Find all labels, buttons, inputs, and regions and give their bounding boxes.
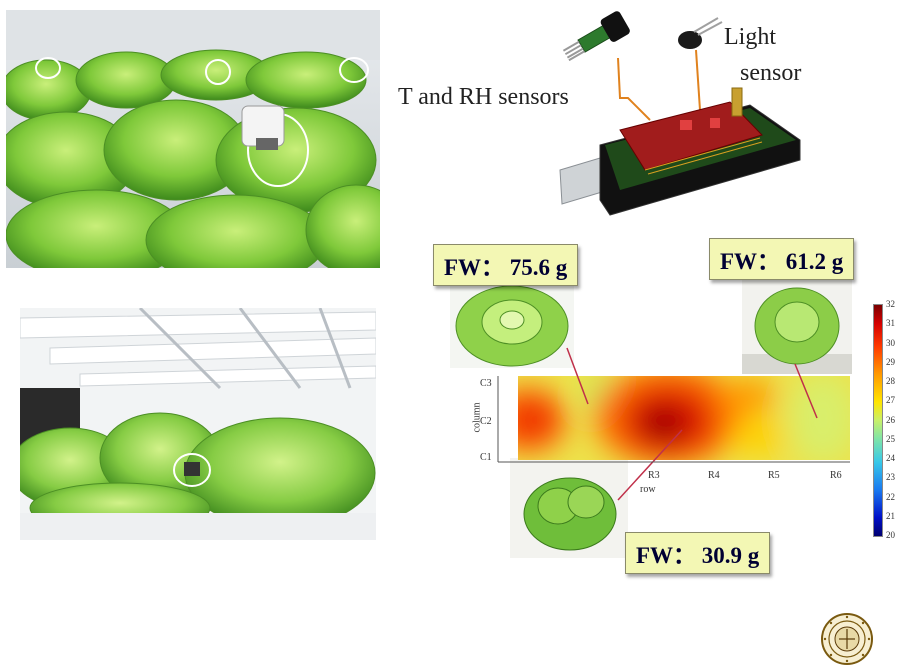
fw-callout-3: FW： 30.9 g (625, 532, 771, 574)
light-sensor-label-line1: Light (724, 24, 776, 50)
heatmap (518, 376, 850, 460)
x-tick-r4: R4 (708, 470, 720, 481)
colorbar-tick-30: 30 (886, 337, 895, 348)
lettuce-head-photo-2 (742, 280, 852, 374)
colorbar-tick-20: 20 (886, 530, 895, 540)
lettuce-head-photo-1 (450, 282, 574, 368)
colorbar-tick-29: 29 (886, 356, 895, 367)
x-axis-label: row (640, 484, 656, 495)
colorbar-tick-26: 26 (886, 414, 895, 425)
lettuce-photo-bottom (20, 308, 376, 540)
sensor-board-illustration (550, 10, 810, 235)
colorbar-tick-22: 22 (886, 491, 895, 502)
lettuce-head-photo-3 (510, 458, 628, 558)
x-tick-r5: R5 (768, 470, 780, 481)
colorbar-tick-28: 28 (886, 376, 895, 386)
colorbar (873, 304, 883, 537)
x-tick-r6: R6 (830, 470, 842, 481)
fw-callout-2: FW： 61.2 g (709, 238, 855, 280)
lettuce-photo-top (6, 10, 380, 268)
colorbar-tick-25: 25 (886, 433, 895, 444)
y-tick-c1: C1 (480, 452, 492, 463)
colorbar-tick-31: 31 (886, 318, 895, 329)
colorbar-tick-21: 21 (886, 510, 895, 521)
y-tick-c3: C3 (480, 378, 492, 389)
t-rh-sensor-label: T and RH sensors (398, 84, 569, 110)
fw-callout-1: FW： 75.6 g (433, 244, 579, 286)
colorbar-tick-23: 23 (886, 472, 895, 483)
colorbar-tick-32: 32 (886, 299, 895, 309)
colorbar-tick-24: 24 (886, 453, 895, 463)
colorbar-tick-27: 27 (886, 395, 895, 406)
y-tick-c2: C2 (480, 416, 492, 427)
university-seal-logo (820, 612, 874, 666)
light-sensor-label-line2: sensor (740, 60, 802, 86)
x-tick-r3: R3 (648, 470, 660, 481)
